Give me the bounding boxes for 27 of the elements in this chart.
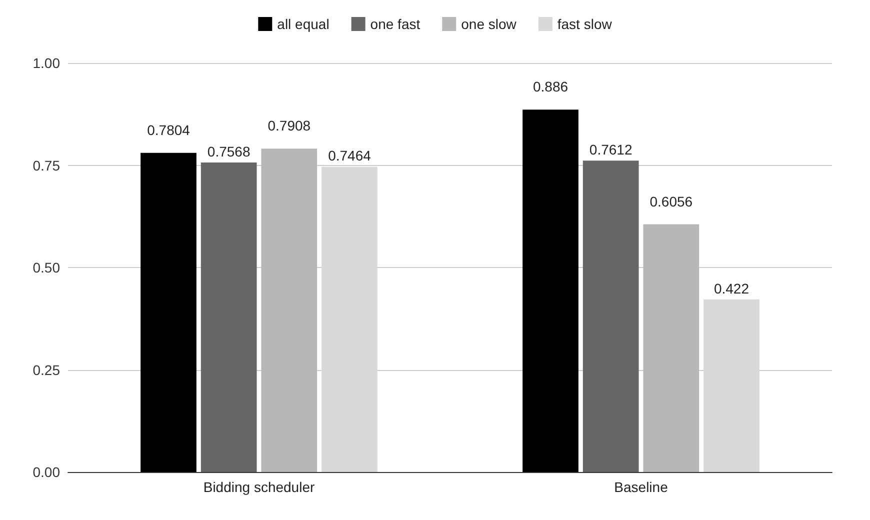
legend-label: one slow xyxy=(461,16,518,32)
bar xyxy=(261,148,318,472)
bar xyxy=(643,224,700,472)
y-tick-label: 0.75 xyxy=(32,157,60,174)
bar xyxy=(140,152,196,472)
legend-label: fast slow xyxy=(557,16,613,32)
bar xyxy=(582,160,639,472)
y-tick-label: 0.00 xyxy=(32,464,60,480)
y-tick-label: 0.50 xyxy=(32,260,60,276)
bar xyxy=(200,162,257,472)
legend-label: one fast xyxy=(370,16,420,32)
x-tick-label: Baseline xyxy=(614,479,668,495)
data-label: 0.7464 xyxy=(328,148,372,164)
bar xyxy=(704,299,760,472)
legend-label: all equal xyxy=(277,16,330,32)
data-label: 0.6056 xyxy=(650,193,693,210)
y-tick-label: 0.25 xyxy=(32,362,60,378)
data-label: 0.886 xyxy=(532,78,568,95)
x-tick-label: Bidding scheduler xyxy=(203,479,315,495)
bar xyxy=(522,110,578,472)
data-label: 0.7908 xyxy=(268,118,311,134)
y-tick-label: 1.00 xyxy=(32,55,60,71)
bar xyxy=(322,166,378,472)
data-label: 0.422 xyxy=(714,280,750,296)
data-label: 0.7612 xyxy=(589,142,632,158)
data-label: 0.7804 xyxy=(147,122,190,138)
data-label: 0.7568 xyxy=(207,143,250,160)
